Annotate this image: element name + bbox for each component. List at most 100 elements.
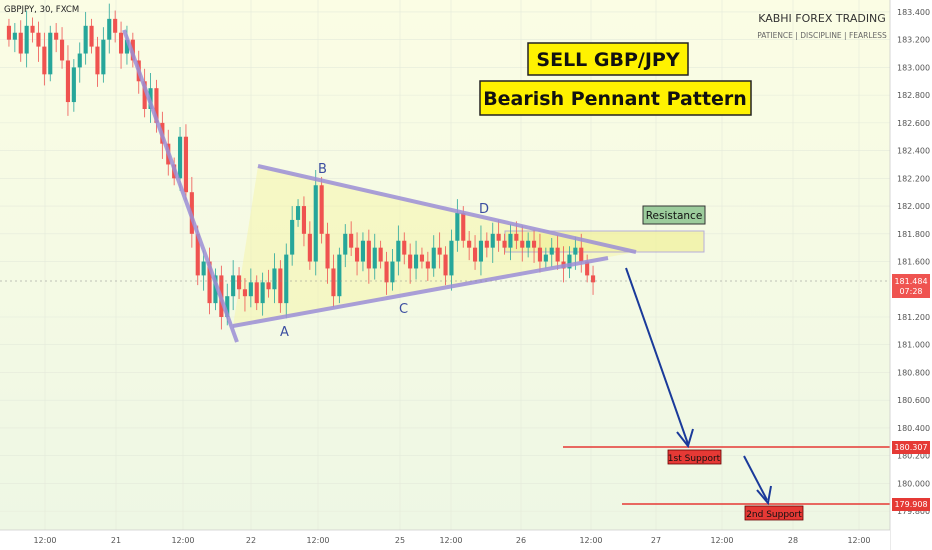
candle (290, 206, 295, 266)
time-tick-label: 12:00 (710, 536, 733, 545)
candle (77, 42, 82, 83)
point-d-label: D (479, 202, 489, 217)
title-box-1 (527, 42, 689, 76)
candle (425, 251, 430, 281)
candle (337, 247, 342, 304)
candle (472, 235, 478, 270)
point-b-label: B (318, 162, 327, 177)
flagpole-line (122, 29, 239, 343)
candle (65, 45, 71, 116)
time-tick-label: 25 (395, 536, 405, 545)
title-sell: SELL GBP/JPY (536, 49, 679, 71)
candle (260, 272, 265, 316)
price-tick-label: 182.800 (897, 91, 930, 100)
candle (59, 27, 65, 69)
candle (549, 237, 554, 268)
price-tick-label: 180.400 (897, 424, 930, 433)
time-axis[interactable] (0, 530, 890, 550)
support-label-1-box (667, 449, 722, 465)
time-tick-label: 22 (246, 536, 256, 545)
price-tick-label: 183.400 (897, 8, 930, 17)
candle (449, 229, 454, 291)
time-tick-label: 12:00 (439, 536, 462, 545)
candle (201, 250, 206, 291)
candle (543, 247, 548, 269)
candle (366, 229, 371, 284)
price-tick-label: 182.000 (897, 202, 930, 211)
price-tick-label: 181.600 (897, 258, 930, 267)
title-box-2 (479, 80, 752, 116)
candle (236, 267, 242, 299)
candle (455, 199, 460, 252)
price-tick-label: 181.000 (897, 341, 930, 350)
candle (266, 269, 271, 298)
point-c-label: C (399, 302, 408, 317)
candle (71, 59, 76, 112)
candle (431, 235, 436, 277)
candle (307, 221, 312, 270)
candle (484, 232, 489, 258)
price-tick-label: 183.200 (897, 36, 930, 45)
pennant-upper-line (257, 164, 637, 254)
time-tick-label: 21 (111, 536, 121, 545)
candle (295, 199, 301, 227)
candle (301, 196, 307, 247)
support-price-tag-2 (892, 498, 930, 511)
time-tick-label: 27 (651, 536, 661, 545)
candle (319, 176, 324, 244)
resistance-label-box (642, 205, 706, 225)
candle (24, 10, 29, 68)
pennant-lower-line (232, 256, 609, 328)
current-price-timer: 07:28 (899, 287, 922, 296)
price-tick-label: 181.800 (897, 230, 930, 239)
resistance-label: Resistance (646, 210, 703, 222)
candle (537, 233, 543, 273)
time-tick-label: 28 (788, 536, 798, 545)
candle (325, 222, 330, 284)
candle (42, 32, 47, 86)
candle (490, 222, 495, 263)
candle (331, 254, 336, 308)
candle (36, 21, 41, 62)
candle (467, 231, 472, 261)
candle (95, 36, 100, 87)
candle (207, 247, 212, 315)
projection-arrows (625, 267, 772, 506)
candle (437, 232, 442, 269)
candle (413, 240, 419, 280)
candle (585, 254, 590, 283)
candle (390, 249, 395, 291)
price-tick-label: 183.000 (897, 63, 930, 72)
price-tick-label: 182.200 (897, 174, 930, 183)
candle (378, 240, 383, 269)
candle (384, 251, 389, 295)
candle (343, 224, 348, 268)
brand-name: KABHI FOREX TRADING (758, 12, 886, 25)
candle (248, 268, 253, 308)
candle (6, 18, 12, 47)
candle (349, 221, 354, 256)
price-tick-label: 180.800 (897, 368, 930, 377)
candle (272, 253, 277, 304)
candle (18, 20, 23, 62)
support-price-tag-1 (892, 441, 930, 454)
candle (313, 170, 318, 276)
price-tick-label: 180.000 (897, 479, 930, 488)
candle (124, 25, 130, 65)
candle (107, 3, 112, 54)
candle (48, 25, 53, 82)
candle (231, 260, 236, 311)
candle (508, 224, 513, 261)
candle (478, 225, 484, 276)
candle (242, 278, 248, 312)
candle (396, 225, 401, 276)
point-a-label: A (280, 325, 289, 340)
candle (12, 23, 17, 53)
candle (142, 68, 147, 118)
candle (278, 260, 283, 313)
support-label-2: 2nd Support (746, 510, 802, 520)
candle (213, 268, 218, 311)
candle (89, 18, 94, 54)
support-label-1: 1st Support (668, 454, 721, 464)
